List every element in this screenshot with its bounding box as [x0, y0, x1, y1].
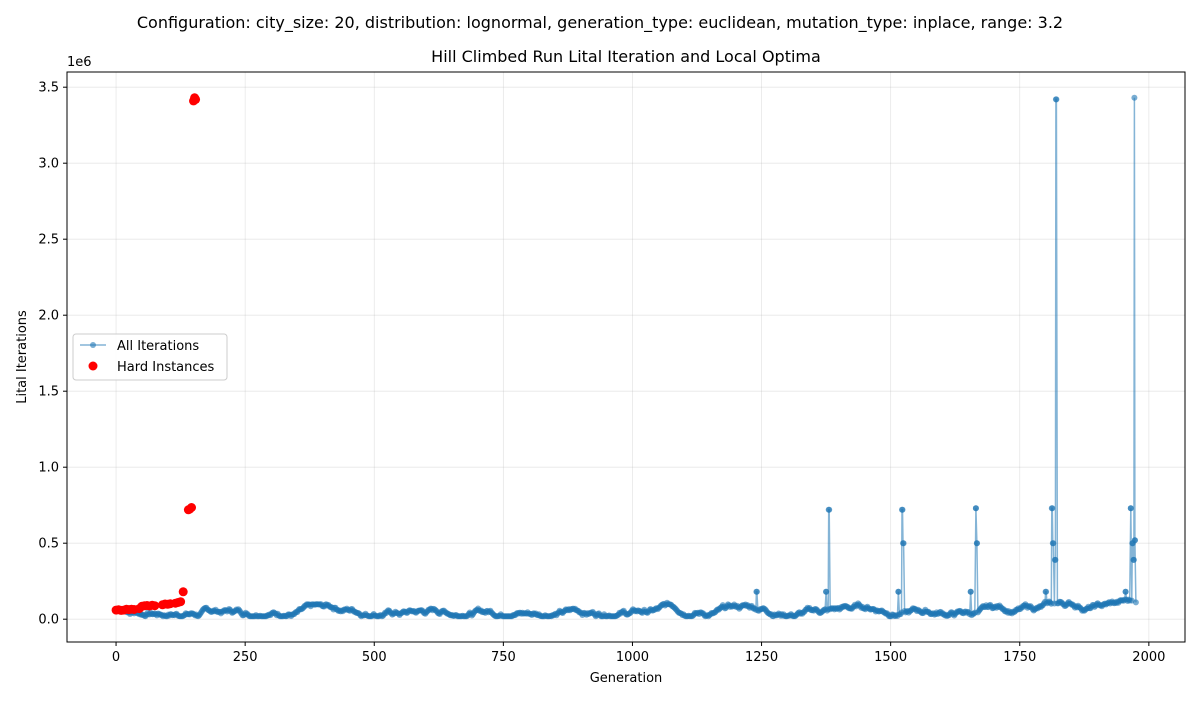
data-point-hard-instance	[178, 587, 188, 597]
data-point-all-iterations	[973, 540, 980, 547]
data-point-all-iterations	[1043, 588, 1050, 595]
x-tick-label: 1750	[1003, 650, 1036, 665]
data-point-all-iterations	[967, 588, 974, 595]
y-tick-label: 2.5	[38, 233, 59, 248]
data-point-all-iterations	[1053, 96, 1060, 103]
data-point-hard-instance	[191, 94, 201, 104]
data-point-hard-instance	[187, 503, 196, 512]
y-tick-label: 1.5	[38, 385, 59, 400]
data-point-all-iterations	[1131, 537, 1138, 544]
y-tick-label: 3.0	[38, 157, 59, 172]
plot-frame	[66, 71, 1186, 643]
data-point-all-iterations	[753, 588, 760, 595]
data-point-all-iterations	[823, 588, 830, 595]
grid-layer	[67, 72, 1185, 642]
data-point-all-iterations	[1131, 94, 1138, 101]
x-tick-label: 1000	[616, 650, 649, 665]
legend-marker-hard-instances	[88, 361, 98, 371]
x-tick-label: 1500	[874, 650, 907, 665]
x-tick-label: 250	[233, 650, 258, 665]
chart-title: Hill Climbed Run Lital Iteration and Loc…	[431, 47, 821, 66]
legend-marker-all-iterations	[90, 342, 96, 348]
x-tick-label: 1250	[745, 650, 778, 665]
y-tick-label: 2.0	[38, 309, 59, 324]
legend-label-hard-instances: Hard Instances	[117, 360, 215, 375]
data-point-hard-instance	[150, 601, 160, 611]
data-point-all-iterations	[1122, 588, 1129, 595]
data-point-all-iterations	[1127, 505, 1134, 512]
data-point-hard-instance	[176, 597, 186, 607]
tick-layer: 0 250 500 750 1000 1250 1500 1750 2000 0.0 0.5 1.0 1…	[38, 81, 1165, 665]
legend-label-all-iterations: All Iterations	[117, 339, 199, 354]
y-tick-label: 1.0	[38, 461, 59, 476]
x-tick-label: 500	[362, 650, 387, 665]
x-tick-label: 2000	[1132, 650, 1165, 665]
x-axis-label: Generation	[590, 671, 663, 686]
legend-box	[72, 333, 228, 381]
legend: All Iterations Hard Instances	[72, 333, 228, 381]
data-point-all-iterations	[895, 588, 902, 595]
y-axis-offset-label: 1e6	[67, 55, 92, 70]
y-tick-label: 3.5	[38, 81, 59, 96]
data-point-all-iterations	[1130, 556, 1137, 563]
y-axis-label: Lital Iterations	[15, 310, 30, 404]
figure-suptitle: Configuration: city_size: 20, distributi…	[137, 13, 1063, 33]
series-line-all-iterations	[123, 97, 1137, 618]
data-point-all-iterations	[1132, 599, 1139, 606]
data-point-all-iterations	[972, 505, 979, 512]
x-tick-label: 0	[112, 650, 120, 665]
data-point-all-iterations	[1052, 556, 1059, 563]
data-point-all-iterations	[899, 506, 906, 513]
series-layer	[111, 93, 1139, 620]
data-point-all-iterations	[826, 506, 833, 513]
data-point-all-iterations	[1050, 540, 1057, 547]
data-point-all-iterations	[1049, 505, 1056, 512]
data-point-all-iterations	[900, 540, 907, 547]
y-tick-label: 0.5	[38, 537, 59, 552]
y-tick-label: 0.0	[38, 613, 59, 628]
x-tick-label: 750	[491, 650, 516, 665]
